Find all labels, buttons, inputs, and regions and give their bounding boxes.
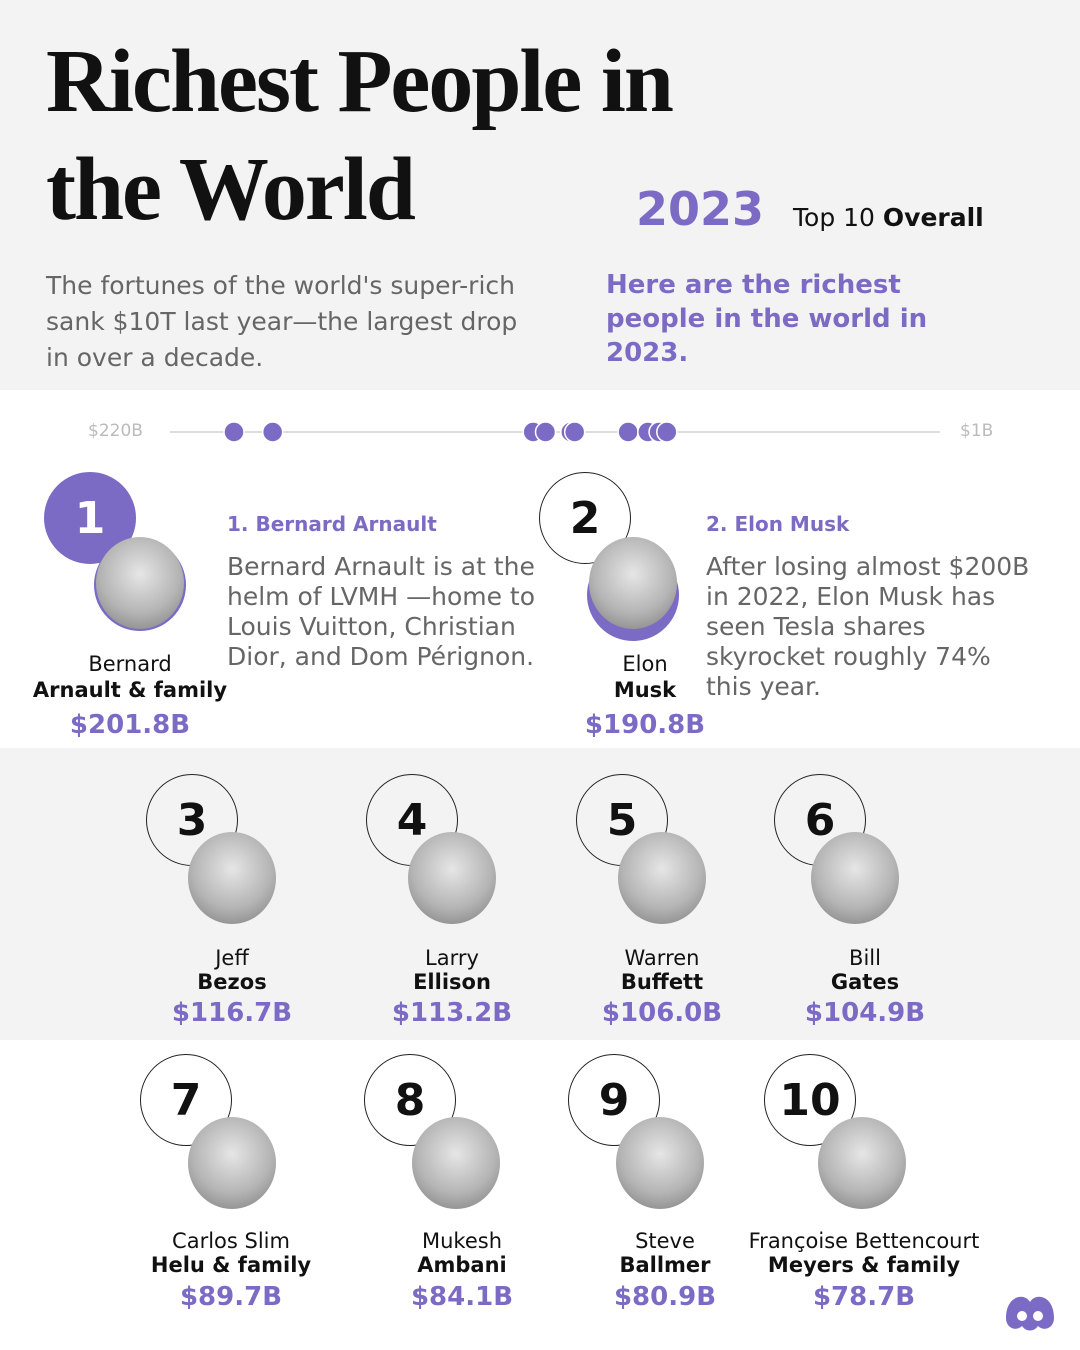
last-name: Bezos [197,970,267,994]
portrait [412,1117,500,1209]
wealth-scale [170,421,940,443]
intro-text: The fortunes of the world's super-rich s… [46,271,518,372]
last-name: Meyers & family [767,1253,961,1277]
first-name: Warren [624,946,700,970]
portrait [188,1117,276,1209]
scale-end-label: $1B [960,421,994,441]
portrait [96,537,184,629]
first-name: Bernard [88,652,172,676]
wealth-dot [534,421,557,443]
portrait [188,832,276,924]
last-name: Buffett [620,970,704,994]
first-name: Bill [849,946,881,970]
net-worth: $89.7B [179,1282,283,1312]
wealth-dot [617,421,639,443]
first-name: Larry [425,946,479,970]
intro-highlight: Here are the richest people in the world… [606,270,928,368]
last-name: Ambani [417,1253,507,1277]
first-name: Elon [622,652,668,676]
rank-badge: 10 [764,1054,856,1146]
logo [1006,1296,1054,1331]
net-worth: $201.8B [69,710,191,740]
net-worth: $106.0B [601,998,723,1028]
portrait [616,1117,704,1209]
net-worth: $113.2B [391,998,513,1028]
wealth-dot [563,421,586,443]
wealth-dot [261,421,284,443]
profile-text: After losing almost $200B in 2022, Elon … [706,552,1030,701]
last-name: Ellison [413,970,491,994]
rank-badge: 7 [140,1054,232,1146]
scale-start-label: $220B [88,421,143,441]
first-name: Jeff [215,946,249,970]
first-name: Françoise Bettencourt [748,1229,980,1253]
profile-heading: 2. Elon Musk [706,512,850,536]
net-worth: $104.9B [804,998,926,1028]
profile-heading: 1. Bernard Arnault [227,512,437,536]
net-worth: $84.1B [410,1282,514,1312]
subtitle-prefix: Top 10 [793,203,875,232]
net-worth: $116.7B [171,998,293,1028]
last-name: Musk [613,678,677,702]
last-name: Gates [830,970,900,994]
portrait [618,832,706,924]
first-name: Mukesh [421,1229,503,1253]
net-worth: $190.8B [584,710,706,740]
rank-badge: 8 [364,1054,456,1146]
portrait [818,1117,906,1209]
last-name: Ballmer [619,1253,711,1277]
rank-badge: 2 [539,472,631,564]
title: Richest People in the World [46,32,674,239]
portrait [811,832,899,924]
net-worth: $78.7B [812,1282,916,1312]
last-name: Helu & family [150,1253,312,1277]
wealth-dot [656,421,678,443]
profile-text: Bernard Arnault is at the helm of LVMH —… [227,552,536,671]
last-name: Arnault & family [32,678,228,702]
subtitle: Top 10 Overall [793,203,984,232]
first-name: Steve [635,1229,695,1253]
rank-badge: 9 [568,1054,660,1146]
wealth-dot [223,421,245,443]
year: 2023 [636,182,765,236]
net-worth: $80.9B [613,1282,717,1312]
subtitle-emphasis: Overall [882,203,984,232]
portrait [589,537,677,629]
first-name: Carlos Slim [172,1229,290,1253]
portrait [408,832,496,924]
header-band [0,0,1080,390]
